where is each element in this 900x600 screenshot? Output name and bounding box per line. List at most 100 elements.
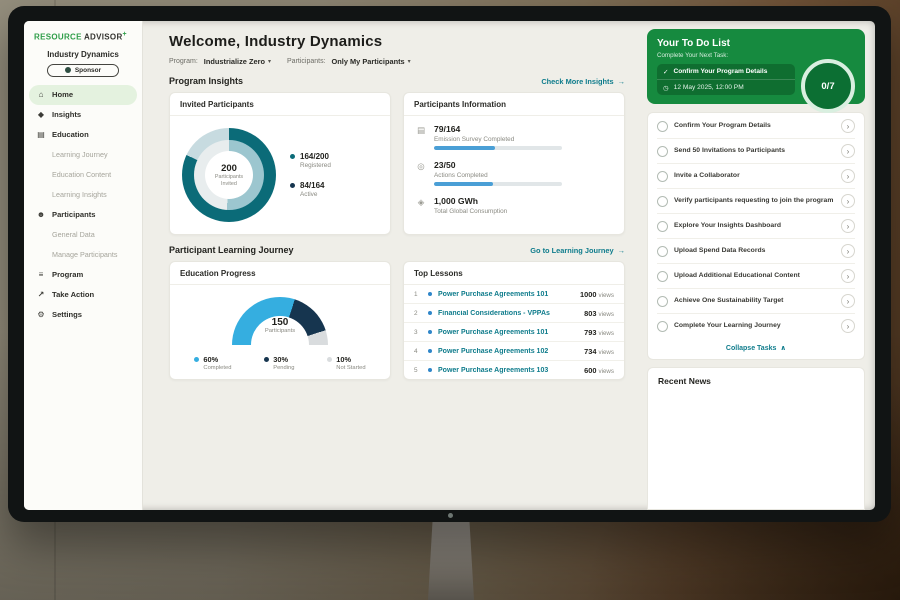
lesson-title-link[interactable]: Power Purchase Agreements 101 xyxy=(438,290,549,298)
legend-dot xyxy=(290,154,295,159)
sidebar-item-manage-participants[interactable]: Manage Participants xyxy=(24,245,142,265)
gauge-value: 150 xyxy=(271,317,289,328)
next-task-chip[interactable]: ✓ Confirm Your Program Details ◷ 12 May … xyxy=(657,64,795,95)
lesson-row[interactable]: 1 Power Purchase Agreements 101 1000 vie… xyxy=(404,285,624,304)
lesson-row[interactable]: 5 Power Purchase Agreements 103 600 view… xyxy=(404,361,624,379)
book-icon: ▤ xyxy=(37,130,45,140)
checkbox-icon[interactable] xyxy=(657,320,668,332)
legend-label: Pending xyxy=(273,365,295,371)
sponsor-avatar-icon xyxy=(64,67,71,74)
lesson-title-link[interactable]: Power Purchase Agreements 103 xyxy=(438,366,549,374)
card-title: Participants Information xyxy=(404,93,624,116)
gear-icon: ⚙ xyxy=(37,310,45,320)
lesson-bullet-icon xyxy=(428,311,432,315)
todo-item[interactable]: Complete Your Learning Journey › xyxy=(657,314,855,338)
checkbox-icon[interactable] xyxy=(657,145,668,157)
sidebar-item-education-content[interactable]: Education Content xyxy=(24,165,142,185)
legend-dot xyxy=(290,183,295,188)
sidebar-item-settings[interactable]: ⚙ Settings xyxy=(24,305,142,325)
brand-plus: + xyxy=(122,31,127,38)
arrow-right-icon: → xyxy=(617,245,625,255)
checkbox-icon[interactable] xyxy=(657,120,668,132)
chevron-right-icon[interactable]: › xyxy=(841,244,855,258)
recent-news-card: Recent News xyxy=(647,367,865,510)
todo-progress-value: 0/7 xyxy=(821,80,835,92)
todo-item-label: Upload Additional Educational Content xyxy=(674,271,800,279)
survey-icon: ▤ xyxy=(416,125,426,135)
todo-item-label: Send 50 Invitations to Participants xyxy=(674,146,786,154)
todo-summary-card: Your To Do List Complete Your Next Task:… xyxy=(647,29,865,113)
next-task-due: 12 May 2025, 12:00 PM xyxy=(673,84,744,91)
todo-subtitle: Complete Your Next Task: xyxy=(657,52,729,59)
sidebar-item-program[interactable]: ≡ Program xyxy=(24,265,142,285)
todo-item-label: Achieve One Sustainability Target xyxy=(674,296,784,304)
lesson-title-link[interactable]: Power Purchase Agreements 102 xyxy=(438,347,549,355)
learning-cards-row: Education Progress 150 Participants xyxy=(169,261,625,380)
todo-item-label: Confirm Your Program Details xyxy=(674,121,771,129)
sidebar-item-insights[interactable]: ◆ Insights xyxy=(24,105,142,125)
brand-resource: RESOURCE xyxy=(34,32,82,42)
chevron-right-icon[interactable]: › xyxy=(841,144,855,158)
chevron-right-icon[interactable]: › xyxy=(841,194,855,208)
todo-item[interactable]: Explore Your Insights Dashboard › xyxy=(657,214,855,239)
lesson-views-unit: views xyxy=(598,348,614,356)
sidebar-item-learning-insights[interactable]: Learning Insights xyxy=(24,185,142,205)
progress-bar-fill xyxy=(434,146,496,150)
sidebar-item-home[interactable]: ⌂ Home xyxy=(29,84,137,105)
sidebar-item-general-data[interactable]: General Data xyxy=(24,225,142,245)
checkbox-icon[interactable] xyxy=(657,195,668,207)
gauge-center: 150 Participants xyxy=(232,317,328,334)
checkbox-icon[interactable] xyxy=(657,220,668,232)
todo-item[interactable]: Upload Spend Data Records › xyxy=(657,239,855,264)
gauge-label: Participants xyxy=(264,328,296,334)
check-more-insights-link[interactable]: Check More Insights → xyxy=(541,76,625,86)
checkbox-icon[interactable] xyxy=(657,245,668,257)
lesson-views-unit: views xyxy=(598,310,614,318)
todo-item[interactable]: Upload Additional Educational Content › xyxy=(657,264,855,289)
program-filter-value: Industrialize Zero xyxy=(203,57,265,66)
checkbox-icon[interactable] xyxy=(657,170,668,182)
sidebar-item-take-action[interactable]: ↗ Take Action xyxy=(24,285,142,305)
lesson-row[interactable]: 4 Power Purchase Agreements 102 734 view… xyxy=(404,342,624,361)
todo-item[interactable]: Verify participants requesting to join t… xyxy=(657,189,855,214)
todo-item[interactable]: Confirm Your Program Details › xyxy=(657,114,855,139)
sidebar-item-participants[interactable]: ☻ Participants xyxy=(24,205,142,225)
chevron-right-icon[interactable]: › xyxy=(841,119,855,133)
chevron-right-icon[interactable]: › xyxy=(841,319,855,333)
chevron-right-icon[interactable]: › xyxy=(841,169,855,183)
lesson-bullet-icon xyxy=(428,292,432,296)
legend-registered: 164/200 Registered xyxy=(290,152,331,169)
sidebar-item-learning-journey[interactable]: Learning Journey xyxy=(24,145,142,165)
checkbox-icon[interactable] xyxy=(657,270,668,282)
sponsor-badge[interactable]: Sponsor xyxy=(47,63,119,77)
sidebar-item-education[interactable]: ▤ Education xyxy=(24,125,142,145)
program-filter-dropdown[interactable]: Industrialize Zero ▾ xyxy=(204,57,271,66)
lesson-title-link[interactable]: Power Purchase Agreements 101 xyxy=(438,328,549,336)
invited-total: 200 xyxy=(221,162,237,174)
lesson-title-link[interactable]: Financial Considerations - VPPAs xyxy=(438,309,550,317)
stat-label: Total Global Consumption xyxy=(434,208,508,215)
chevron-up-icon: ∧ xyxy=(780,345,787,352)
chevron-right-icon[interactable]: › xyxy=(841,219,855,233)
todo-item[interactable]: Invite a Collaborator › xyxy=(657,164,855,189)
legend-value: 10% xyxy=(336,355,352,364)
target-icon: ◎ xyxy=(417,161,425,171)
main-content: Welcome, Industry Dynamics Program: Indu… xyxy=(143,21,637,510)
go-to-learning-journey-link[interactable]: Go to Learning Journey → xyxy=(530,245,625,255)
chevron-right-icon[interactable]: › xyxy=(841,269,855,283)
chevron-right-icon[interactable]: › xyxy=(841,294,855,308)
collapse-tasks-link[interactable]: Collapse Tasks ∧ xyxy=(725,344,787,353)
recent-news-title: Recent News xyxy=(658,376,711,386)
checkbox-icon[interactable] xyxy=(657,295,668,307)
lesson-bullet-icon xyxy=(428,368,432,372)
lesson-row[interactable]: 2 Financial Considerations - VPPAs 803 v… xyxy=(404,304,624,323)
todo-item[interactable]: Achieve One Sustainability Target › xyxy=(657,289,855,314)
participants-filter-dropdown[interactable]: Only My Participants ▾ xyxy=(332,57,411,66)
sidebar-item-label: Manage Participants xyxy=(52,250,118,260)
stat-value: 79/164 xyxy=(434,124,461,134)
education-legend: 60% Completed 30% Pending xyxy=(170,345,390,371)
program-filter-label: Program: xyxy=(169,58,198,65)
sidebar-nav: ⌂ Home ◆ Insights ▤ Education Learning J… xyxy=(24,84,142,325)
todo-item[interactable]: Send 50 Invitations to Participants › xyxy=(657,139,855,164)
lesson-row[interactable]: 3 Power Purchase Agreements 101 793 view… xyxy=(404,323,624,342)
